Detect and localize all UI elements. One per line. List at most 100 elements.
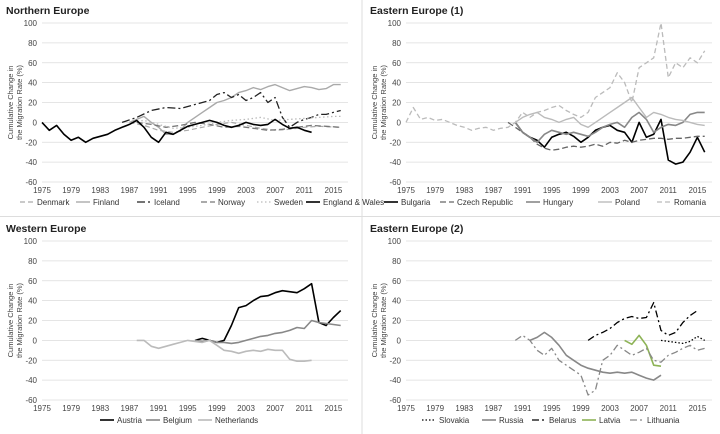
- series-line: [194, 319, 341, 345]
- x-tick-label: 2007: [266, 404, 284, 413]
- x-tick-label: 1987: [121, 186, 139, 195]
- legend-label: Belarus: [549, 416, 576, 425]
- series-line: [514, 334, 705, 396]
- legend-label: Bulgaria: [401, 198, 431, 207]
- series-line: [587, 301, 698, 341]
- series-line: [129, 115, 341, 129]
- x-tick-label: 1975: [397, 404, 415, 413]
- series-line: [514, 118, 706, 165]
- x-tick-label: 2007: [266, 186, 284, 195]
- x-tick-label: 1975: [397, 186, 415, 195]
- y-tick-label: 100: [24, 19, 38, 28]
- chart-panel: Northern Europe -60 -40 -20 0 20 40 60 80 100 1975…: [6, 5, 384, 207]
- y-axis-label: Cumulative Change inthe Migration Rate (…: [370, 64, 388, 140]
- y-axis-label-line: the Migration Rate (%): [15, 282, 24, 358]
- y-tick-label: 40: [392, 79, 401, 88]
- series-line: [624, 334, 662, 367]
- legend-label: Belgium: [163, 416, 192, 425]
- y-tick-label: 60: [392, 59, 401, 68]
- y-tick-label: 80: [392, 257, 401, 266]
- legend-label: Slovakia: [439, 416, 470, 425]
- series-line: [507, 121, 705, 151]
- x-tick-label: 1987: [485, 404, 503, 413]
- y-tick-label: -40: [389, 376, 401, 385]
- x-tick-label: 1995: [179, 404, 197, 413]
- y-tick-label: 40: [392, 297, 401, 306]
- legend-label: Romania: [674, 198, 707, 207]
- x-tick-label: 2003: [601, 186, 619, 195]
- x-tick-label: 2015: [689, 404, 707, 413]
- y-tick-label: 100: [24, 237, 38, 246]
- x-tick-label: 2015: [325, 404, 343, 413]
- chart-title: Eastern Europe (2): [370, 223, 463, 235]
- legend-label: Poland: [615, 198, 640, 207]
- y-tick-label: 60: [28, 59, 37, 68]
- chart-title: Western Europe: [6, 223, 86, 235]
- y-tick-label: -60: [25, 396, 37, 405]
- y-axis-label-line: Cumulative Change in: [370, 284, 379, 358]
- legend-label: England & Wales: [323, 198, 384, 207]
- legend-label: Hungary: [543, 198, 573, 207]
- y-tick-label: 60: [392, 277, 401, 286]
- legend-label: Russia: [499, 416, 524, 425]
- x-tick-label: 1995: [179, 186, 197, 195]
- y-tick-label: -40: [25, 376, 37, 385]
- legend-label: Iceland: [154, 198, 180, 207]
- x-tick-label: 1987: [121, 404, 139, 413]
- legend-label: Netherlands: [215, 416, 258, 425]
- x-tick-label: 1975: [33, 404, 51, 413]
- y-tick-label: 40: [28, 79, 37, 88]
- y-tick-label: 80: [28, 257, 37, 266]
- y-tick-label: 40: [28, 297, 37, 306]
- x-tick-label: 1991: [514, 404, 532, 413]
- chart-panel: Western Europe -60 -40 -20 0 20 40 60 80 100 1975 1…: [6, 223, 348, 425]
- y-tick-label: -20: [389, 356, 401, 365]
- chart-panel: Eastern Europe (2) -60 -40 -20 0 20 40 60 80 100 1…: [370, 223, 712, 425]
- x-tick-label: 2007: [630, 186, 648, 195]
- series-line: [194, 282, 342, 344]
- x-tick-label: 1999: [572, 404, 590, 413]
- x-tick-label: 1975: [33, 186, 51, 195]
- y-axis-label-line: Cumulative Change in: [6, 66, 15, 140]
- y-tick-label: -60: [389, 396, 401, 405]
- y-axis-label-line: the Migration Rate (%): [379, 282, 388, 358]
- chart-panel: Eastern Europe (1) -60 -40 -20 0 20 40 60 80 100 1…: [370, 5, 712, 207]
- y-tick-label: 80: [28, 39, 37, 48]
- x-tick-label: 2011: [660, 404, 678, 413]
- series-line: [514, 96, 705, 129]
- x-tick-label: 1983: [91, 404, 109, 413]
- series-line: [405, 22, 706, 131]
- legend-label: Latvia: [599, 416, 621, 425]
- y-tick-label: -20: [25, 356, 37, 365]
- x-tick-label: 1979: [426, 186, 444, 195]
- y-tick-label: 20: [28, 99, 37, 108]
- y-axis-label: Cumulative Change inthe Migration Rate (…: [6, 282, 24, 358]
- chart-title: Northern Europe: [6, 5, 90, 17]
- x-tick-label: 1999: [572, 186, 590, 195]
- legend-label: Austria: [117, 416, 142, 425]
- y-tick-label: 60: [28, 277, 37, 286]
- x-tick-label: 2007: [630, 404, 648, 413]
- y-tick-label: -40: [25, 158, 37, 167]
- legend-label: Lithuania: [647, 416, 680, 425]
- y-tick-label: 0: [33, 118, 38, 127]
- y-axis-label-line: Cumulative Change in: [6, 284, 15, 358]
- x-tick-label: 1991: [514, 186, 532, 195]
- series-line: [529, 331, 662, 381]
- x-tick-label: 1999: [208, 404, 226, 413]
- x-tick-label: 2015: [325, 186, 343, 195]
- x-tick-label: 1995: [543, 186, 561, 195]
- x-tick-label: 2003: [601, 404, 619, 413]
- y-tick-label: 0: [397, 336, 402, 345]
- legend-label: Norway: [218, 198, 245, 207]
- y-tick-label: -20: [389, 138, 401, 147]
- legend-label: Sweden: [274, 198, 303, 207]
- x-tick-label: 1991: [150, 404, 168, 413]
- x-tick-label: 1983: [91, 186, 109, 195]
- y-tick-label: -40: [389, 158, 401, 167]
- chart-title: Eastern Europe (1): [370, 5, 463, 17]
- y-axis-label: Cumulative Change inthe Migration Rate (…: [370, 282, 388, 358]
- x-tick-label: 1979: [62, 186, 80, 195]
- x-tick-label: 1999: [208, 186, 226, 195]
